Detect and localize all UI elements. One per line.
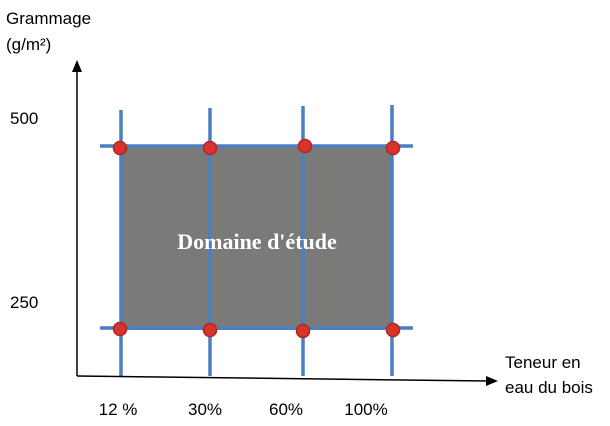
- sample-point: [202, 140, 218, 156]
- x-tick-label-60: 60%: [269, 400, 303, 419]
- x-axis-label-line1: Teneur en: [505, 353, 581, 372]
- y-tick-label-250: 250: [10, 293, 38, 312]
- y-axis-arrowhead: [72, 60, 82, 72]
- horizontal-grid-lines: [100, 144, 413, 330]
- y-axis-label-line1: Grammage: [6, 9, 91, 28]
- sample-point: [112, 140, 128, 156]
- sample-point: [385, 140, 401, 156]
- x-axis-label-line2: eau du bois: [505, 378, 593, 397]
- x-tick-label-100: 100%: [344, 400, 387, 419]
- sample-points: [112, 138, 401, 339]
- sample-point: [112, 321, 128, 337]
- sample-point: [385, 322, 401, 338]
- sample-point: [297, 138, 313, 154]
- x-axis-line: [76, 375, 489, 382]
- study-domain-label: Domaine d'étude: [177, 229, 337, 254]
- y-axis-label-line2: (g/m²): [6, 35, 51, 54]
- y-tick-label-500: 500: [10, 109, 38, 128]
- x-tick-label-12: 12 %: [99, 400, 138, 419]
- sample-point: [295, 323, 311, 339]
- sample-point: [202, 322, 218, 338]
- x-tick-label-30: 30%: [188, 400, 222, 419]
- x-axis-arrowhead: [486, 376, 498, 386]
- study-domain-region: [120, 147, 393, 330]
